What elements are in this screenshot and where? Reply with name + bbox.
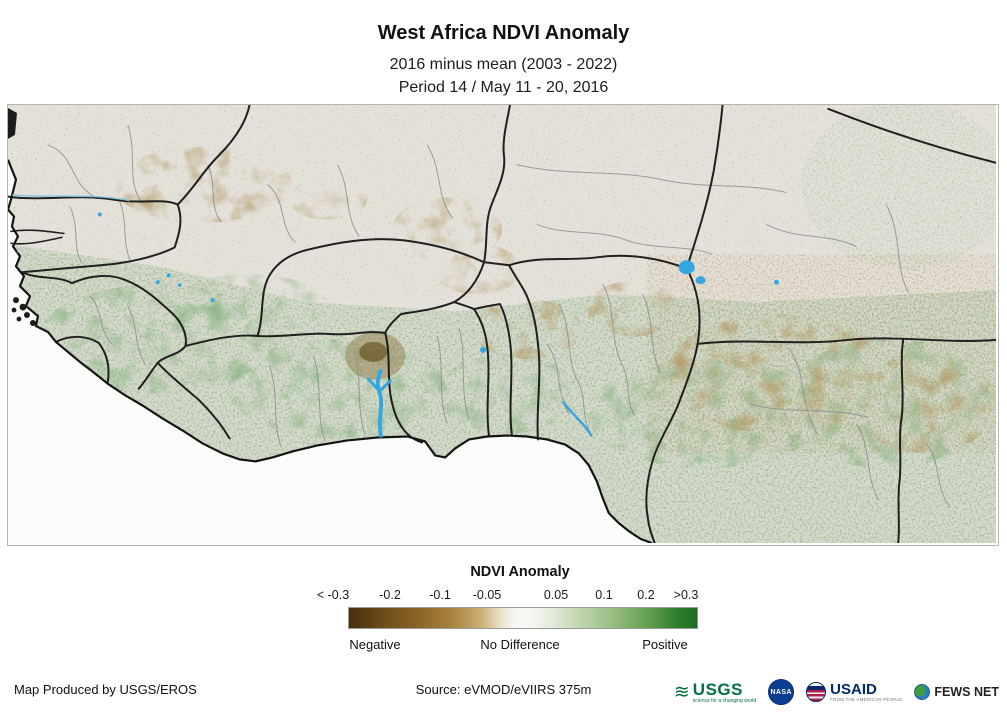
legend-tick-labels: < -0.3 -0.2 -0.1 -0.05 0.05 0.1 0.2 >0.3 [316,588,720,603]
legend-category-no-difference: No Difference [480,637,560,652]
map-title: West Africa NDVI Anomaly [377,22,630,44]
usaid-logo: USAID FROM THE AMERICAN PEOPLE [806,682,902,703]
legend-tick-label: -0.2 [379,588,401,602]
fewsnet-logo: FEWS NET [914,684,999,700]
legend-title: NDVI Anomaly [470,564,570,580]
usaid-emblem-icon [806,682,827,702]
source-text: Source: eVMOD/eVIIRS 375m [415,682,592,697]
nasa-logo-text: NASA [770,688,792,696]
country-borders [8,105,996,543]
map-canvas [7,104,999,546]
legend-category-negative: Negative [349,637,401,652]
water-features [8,193,779,438]
credit-text: Map Produced by USGS/EROS [14,682,197,697]
admin-borders [47,124,951,508]
legend-category-positive: Positive [642,637,688,652]
usaid-logo-textblock: USAID FROM THE AMERICAN PEOPLE [830,682,902,703]
fewsnet-logo-text: FEWS NET [934,685,999,699]
legend-tick-label: < -0.3 [316,588,350,602]
nasa-logo: NASA [768,679,795,705]
coastline [8,159,653,543]
legend-tick-label: >0.3 [673,588,699,602]
logo-row: ≋ USGS science for a changing world NASA… [667,674,999,710]
legend-tick-label: 0.2 [637,588,655,602]
map-subtitle-comparison: 2016 minus mean (2003 - 2022) [389,56,618,73]
usgs-logo: ≋ USGS science for a changing world [674,681,756,704]
legend: NDVI Anomaly < -0.3 -0.2 -0.1 -0.05 0.05… [316,564,720,653]
map-subtitle-period: Period 14 / May 11 - 20, 2016 [398,79,609,96]
legend-category-labels: Negative No Difference Positive [320,637,720,653]
west-africa-map-svg [8,105,996,543]
fewsnet-globe-icon [914,684,931,700]
island-marks [8,107,36,326]
usaid-logo-text: USAID [830,680,877,698]
usgs-logo-textblock: USGS science for a changing world [693,681,756,704]
usgs-tagline: science for a changing world [692,697,757,704]
anomaly-raster [8,105,996,543]
header: West Africa NDVI Anomaly 2016 minus mean… [0,22,1007,97]
legend-tick-label: -0.1 [429,588,451,602]
legend-tick-label: 0.05 [543,588,569,602]
usgs-logo-text: USGS [692,679,743,699]
usaid-tagline: FROM THE AMERICAN PEOPLE [830,696,903,702]
legend-gradient-bar [348,607,698,629]
usgs-wave-icon: ≋ [673,681,690,703]
legend-tick-label: -0.05 [472,588,502,602]
legend-tick-label: 0.1 [595,588,613,602]
